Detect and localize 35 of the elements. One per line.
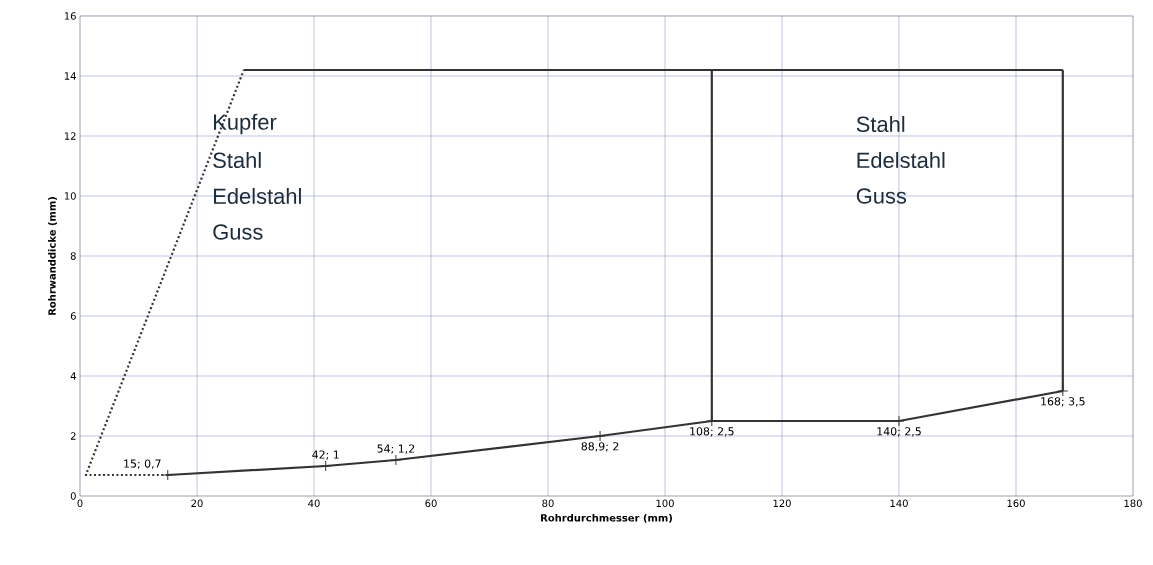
x-tick-label: 140	[890, 499, 908, 508]
annotation: Edelstahl	[857, 151, 945, 169]
y-tick-label: 16	[64, 12, 76, 20]
x-tick-label: 60	[425, 499, 437, 508]
annotation: Guss	[856, 188, 907, 204]
x-tick-label: 40	[308, 499, 320, 508]
annotation: Edelstahl	[214, 187, 301, 205]
annotation: Guss	[213, 224, 263, 240]
y-tick-label: 10	[64, 192, 76, 200]
y-tick-label: 8	[70, 252, 76, 260]
y-tick-label: 0	[70, 492, 76, 500]
data-label: 54; 1,2	[377, 444, 415, 454]
x-tick-label: 20	[191, 499, 203, 508]
annotation: Stahl	[856, 115, 905, 133]
x-tick-label: 0	[77, 499, 83, 508]
y-tick-label: 6	[70, 312, 76, 320]
data-label: 140; 2,5	[877, 427, 921, 437]
data-label: 15; 0,7	[124, 459, 161, 469]
data-label: 88,9; 2	[581, 442, 619, 452]
y-tick-label: 12	[64, 132, 76, 140]
x-tick-label: 120	[773, 499, 791, 508]
x-tick-label: 100	[656, 499, 674, 508]
x-tick-label: 180	[1124, 499, 1142, 508]
y-tick-label: 14	[64, 72, 76, 80]
data-label: 42; 1	[312, 450, 339, 460]
x-tick-label: 160	[1007, 499, 1025, 508]
y-axis-title: Rohrwanddicke (mm)	[48, 197, 57, 315]
annotation: Stahl	[213, 151, 261, 169]
data-label: 108; 2,5	[690, 427, 734, 437]
y-tick-label: 2	[70, 432, 76, 440]
data-label: 168; 3,5	[1041, 397, 1085, 407]
annotation: Kupfer	[214, 113, 277, 135]
y-tick-label: 4	[70, 372, 76, 380]
x-tick-label: 80	[542, 499, 554, 508]
x-axis-title: Rohrdurchmesser (mm)	[541, 513, 672, 523]
